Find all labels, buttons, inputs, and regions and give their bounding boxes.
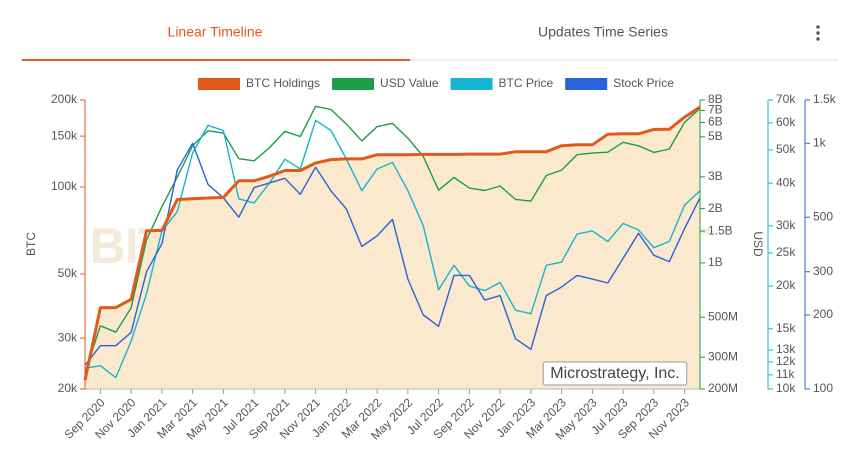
line xyxy=(84,119,701,379)
legend-label: USD Value xyxy=(380,76,439,90)
y-tick-label: 100 xyxy=(813,381,833,395)
y-tick-label: 6B xyxy=(708,115,723,129)
y-tick-label: 13k xyxy=(776,342,796,356)
y-tick-label: 1B xyxy=(708,255,723,269)
y-tick-label: 50k xyxy=(58,266,78,280)
y-tick-label: 300M xyxy=(708,349,738,363)
y-tick-label: 30k xyxy=(58,330,78,344)
y-tick-label: 10k xyxy=(776,381,796,395)
y-axis-title: BTC xyxy=(24,232,38,256)
y-tick-label: 12k xyxy=(776,354,796,368)
y-tick-label: 25k xyxy=(776,245,796,259)
y-tick-label: 11k xyxy=(776,367,795,381)
tab[interactable]: Linear Timeline xyxy=(168,24,263,40)
y-tick-label: 200k xyxy=(51,92,78,106)
y-tick-label: 500 xyxy=(813,209,833,223)
legend-swatch xyxy=(198,78,240,90)
menu-dot xyxy=(816,25,820,29)
y-tick-label: 30k xyxy=(776,218,796,232)
y-tick-label: 1.5k xyxy=(813,92,837,106)
y-tick-label: 60k xyxy=(776,115,796,129)
y-tick-label: 40k xyxy=(776,175,796,189)
y-tick-label: 5B xyxy=(708,129,723,143)
y-tick-label: 20k xyxy=(58,381,78,395)
line xyxy=(84,142,701,366)
y-tick-label: 20k xyxy=(776,278,796,292)
y-tick-label: 15k xyxy=(776,321,796,335)
annotation-box xyxy=(542,361,688,386)
menu-button[interactable] xyxy=(816,25,820,41)
y-tick-label: 200M xyxy=(708,381,738,395)
y-tick-label: 1.5B xyxy=(708,223,733,237)
line xyxy=(84,105,701,373)
area xyxy=(85,107,700,389)
menu-dot xyxy=(816,31,820,35)
line xyxy=(83,105,701,381)
y-tick-label: 500M xyxy=(708,309,738,323)
menu-dot xyxy=(816,37,820,41)
y-tick-label: 8B xyxy=(708,92,723,106)
y-tick-label: 70k xyxy=(776,92,796,106)
y-tick-label: 150k xyxy=(51,128,78,142)
y-tick-label: 200 xyxy=(813,307,833,321)
y-tick-label: 1k xyxy=(813,135,827,149)
y2-axis-title: USD xyxy=(751,231,765,257)
y-tick-label: 100k xyxy=(51,179,78,193)
legend-label: BTC Price xyxy=(499,76,554,90)
y-tick-label: 7B xyxy=(708,103,723,117)
legend-swatch xyxy=(450,78,493,90)
legend-label: Stock Price xyxy=(613,76,674,90)
y-tick-label: 2B xyxy=(708,201,723,215)
annotation: Microstrategy, Inc. xyxy=(550,365,680,382)
y-tick-label: 3B xyxy=(708,169,723,183)
legend-swatch xyxy=(332,78,375,90)
legend-label: BTC Holdings xyxy=(246,76,320,90)
legend-swatch xyxy=(565,78,608,90)
tab[interactable]: Updates Time Series xyxy=(538,24,668,40)
y-tick-label: 50k xyxy=(776,142,796,156)
y-tick-label: 300 xyxy=(813,264,833,278)
